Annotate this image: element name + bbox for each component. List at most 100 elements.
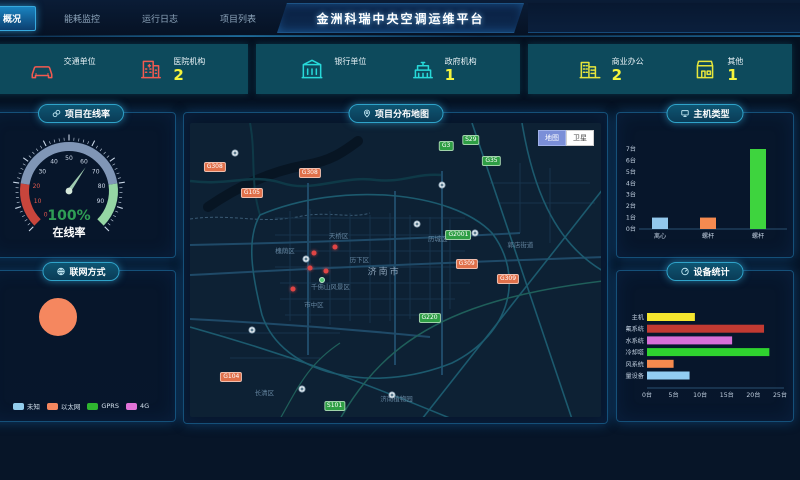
svg-text:螺杆: 螺杆 <box>702 232 714 240</box>
map-button-地图[interactable]: 地图 <box>538 130 566 146</box>
project-marker[interactable] <box>311 250 317 256</box>
poi-marker[interactable] <box>388 391 396 399</box>
stat-label: 政府机构 <box>444 56 477 66</box>
host-type-bar-chart: 0台 1台 2台 3台 4台 5台 6台 7台 离心 螺杆 螺杆 <box>617 113 793 263</box>
stat-value: 1 <box>727 65 738 84</box>
poi-marker[interactable] <box>248 326 256 334</box>
road-chip: G105 <box>240 188 263 199</box>
monitor-icon <box>681 110 689 118</box>
project-marker[interactable] <box>307 265 313 271</box>
stat-value: 2 <box>611 65 623 84</box>
network-donut-chart <box>39 298 77 336</box>
svg-text:70: 70 <box>92 169 100 176</box>
nav-tab-1[interactable]: 概况 <box>0 6 37 31</box>
stat-text: 其他 1 <box>727 56 743 83</box>
svg-text:30: 30 <box>38 169 46 176</box>
project-marker[interactable] <box>323 268 329 274</box>
panel-title: 联网方式 <box>69 268 106 278</box>
link-icon <box>52 109 61 118</box>
district-label: 天桥区 <box>328 232 349 241</box>
road-chip: G3 <box>438 140 454 151</box>
device-stats-bar-chart: 0台 5台 10台 15台 20台 25台 主机 氟系统 水系统 冷却塔 风系统 量设备 <box>617 271 793 427</box>
district-label: 长清区 <box>254 389 275 398</box>
poi-marker[interactable] <box>438 181 446 189</box>
panel-title: 设备统计 <box>693 268 730 278</box>
nav-tab-4[interactable]: 项目列表 <box>220 15 257 25</box>
stat-value: 2 <box>173 65 184 84</box>
online-rate-caption: 在线率 <box>53 225 86 239</box>
stat-text: 银行单位 <box>334 56 366 83</box>
stat-item: 银行单位 <box>299 56 366 83</box>
svg-text:5台: 5台 <box>669 391 679 399</box>
stat-label: 医院机构 <box>173 56 206 66</box>
svg-text:15台: 15台 <box>720 391 734 399</box>
road-chip: G35 <box>482 155 501 166</box>
hospital-icon <box>141 60 162 79</box>
map-canvas[interactable]: 地图 卫星 G308 G308 G105 G309 G309 G104 G3 S29 G35 G20… <box>190 123 601 417</box>
svg-text:量设备: 量设备 <box>625 372 644 380</box>
poi-marker[interactable] <box>298 385 305 393</box>
panel-network-header: 联网方式 <box>42 262 120 281</box>
project-marker[interactable] <box>290 286 296 292</box>
district-label: 历下区 <box>349 256 370 265</box>
svg-text:6台: 6台 <box>626 156 636 164</box>
svg-text:氟系统: 氟系统 <box>625 325 644 333</box>
panel-map-header: 项目分布地图 <box>347 104 444 123</box>
svg-text:5台: 5台 <box>626 168 636 176</box>
legend-swatch <box>46 402 58 410</box>
platform-title-box: 金洲科瑞中央空调运维平台 <box>277 3 524 33</box>
svg-text:冷却塔: 冷却塔 <box>625 349 644 357</box>
map-button-卫星[interactable]: 卫星 <box>566 130 594 146</box>
legend-item[interactable]: GPRS <box>87 401 119 411</box>
district-label: 千佛山风景区 <box>310 282 350 291</box>
road-chip: G308 <box>298 167 321 178</box>
svg-text:离心: 离心 <box>654 232 666 240</box>
poi-marker[interactable] <box>231 149 239 157</box>
road-chip: S101 <box>323 401 346 412</box>
svg-text:主机: 主机 <box>632 314 645 322</box>
project-marker[interactable] <box>332 244 338 250</box>
online-rate-gauge: 0 10 20 30 40 50 60 70 80 90 100% 在线率 <box>0 113 175 263</box>
panel-device-stats: 设备统计 0台 5台 10台 15台 20台 25台 主机 氟系统 水系统 冷却塔 风系统 量设备 <box>616 262 794 422</box>
svg-text:7台: 7台 <box>626 145 636 153</box>
svg-text:3台: 3台 <box>626 191 636 199</box>
stat-label: 银行单位 <box>334 56 367 66</box>
legend-item[interactable]: 4G <box>125 401 149 411</box>
road-chip: S29 <box>462 134 480 145</box>
nav-tab-3[interactable]: 运行日志 <box>142 15 179 25</box>
poi-marker[interactable] <box>302 255 310 263</box>
poi-marker[interactable] <box>413 220 421 228</box>
globe-icon <box>57 267 65 276</box>
legend-swatch <box>12 402 24 410</box>
online-rate-value: 100% <box>47 208 90 224</box>
top-navbar: 概况能耗监控运行日志项目列表视频监控 金洲科瑞中央空调运维平台 <box>0 0 800 37</box>
panel-host-header: 主机类型 <box>666 104 744 123</box>
svg-text:0台: 0台 <box>626 225 636 233</box>
stat-card-2: 银行单位 政府机构 1 <box>256 44 520 94</box>
legend-label: 未知 <box>26 403 40 411</box>
district-label: 郭店街道 <box>507 241 534 250</box>
stat-card-3: 商业办公 2 其他 1 <box>528 44 792 94</box>
panel-device-header: 设备统计 <box>666 262 744 281</box>
panel-project-map: 项目分布地图 <box>183 104 608 424</box>
stat-item: 政府机构 1 <box>410 56 477 83</box>
stat-item: 医院机构 2 <box>138 56 205 83</box>
legend-swatch <box>87 402 99 410</box>
svg-text:25台: 25台 <box>773 391 787 399</box>
svg-text:风系统: 风系统 <box>625 360 644 368</box>
nav-tab-2[interactable]: 能耗监控 <box>64 15 101 25</box>
legend-swatch <box>125 402 137 410</box>
road-chip: G104 <box>220 371 243 382</box>
stat-value <box>334 67 366 83</box>
park-marker[interactable] <box>319 276 326 283</box>
stat-value <box>64 67 96 83</box>
district-label: 市中区 <box>304 300 324 309</box>
legend-item[interactable]: 未知 <box>12 401 40 411</box>
poi-marker[interactable] <box>471 229 479 237</box>
svg-text:0台: 0台 <box>642 391 652 399</box>
legend-label: 以太网 <box>60 403 81 411</box>
svg-text:20: 20 <box>33 183 41 190</box>
gauge-icon <box>681 267 689 276</box>
panel-network-type: 联网方式 未知 以太网 GPRS 4G <box>0 262 176 422</box>
legend-item[interactable]: 以太网 <box>46 401 81 411</box>
